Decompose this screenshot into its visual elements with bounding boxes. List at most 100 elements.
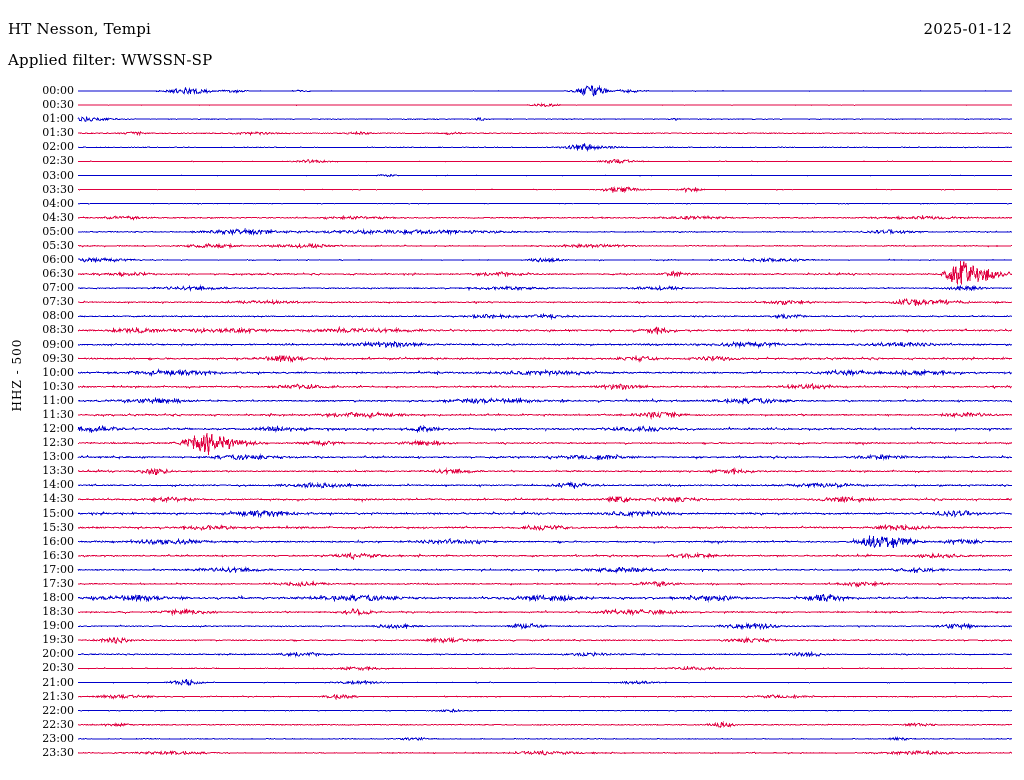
time-label: 04:00 bbox=[42, 196, 74, 210]
trace-line bbox=[77, 158, 1013, 165]
trace-canvas bbox=[77, 85, 1013, 756]
time-label: 10:00 bbox=[42, 365, 74, 379]
time-label: 05:00 bbox=[42, 224, 74, 238]
trace-line bbox=[77, 650, 1013, 658]
trace-line bbox=[77, 368, 1013, 377]
trace-line bbox=[77, 721, 1013, 729]
trace-line bbox=[77, 227, 1013, 237]
trace-line bbox=[77, 523, 1013, 532]
time-label: 14:30 bbox=[42, 492, 74, 506]
time-label: 09:00 bbox=[42, 337, 74, 351]
time-label: 09:30 bbox=[42, 351, 74, 365]
trace-line bbox=[77, 565, 1013, 574]
time-label: 01:00 bbox=[42, 112, 74, 126]
time-label: 12:30 bbox=[42, 436, 74, 450]
time-label: 22:00 bbox=[42, 703, 74, 717]
trace-line bbox=[77, 678, 1013, 687]
trace-line bbox=[77, 85, 1013, 97]
seismogram-plot bbox=[0, 80, 1024, 780]
trace-line bbox=[77, 325, 1013, 335]
trace-line bbox=[77, 340, 1013, 349]
trace-line bbox=[77, 593, 1013, 603]
trace-line bbox=[77, 256, 1013, 264]
trace-line bbox=[77, 382, 1013, 391]
time-label: 23:30 bbox=[42, 745, 74, 759]
trace-line bbox=[77, 432, 1013, 455]
time-label: 08:30 bbox=[42, 323, 74, 337]
time-axis-labels: 00:00 00:30 01:00 01:30 02:00 02:30 03:00 03:30… bbox=[0, 80, 74, 780]
time-label: 21:30 bbox=[42, 689, 74, 703]
time-label: 14:00 bbox=[42, 478, 74, 492]
trace-line bbox=[77, 242, 1013, 250]
trace-line bbox=[77, 551, 1013, 561]
time-label: 15:00 bbox=[42, 506, 74, 520]
time-label: 08:00 bbox=[42, 309, 74, 323]
trace-line bbox=[77, 424, 1013, 434]
trace-line bbox=[77, 102, 1013, 108]
trace-line bbox=[77, 115, 1013, 122]
trace-line bbox=[77, 495, 1013, 504]
time-label: 18:00 bbox=[42, 591, 74, 604]
filter-label: Applied filter: WWSSN-SP bbox=[8, 51, 213, 69]
time-label: 01:30 bbox=[42, 126, 74, 140]
time-label: 17:30 bbox=[42, 576, 74, 590]
time-label: 17:00 bbox=[42, 562, 74, 576]
time-label: 11:00 bbox=[42, 393, 74, 407]
trace-line bbox=[77, 693, 1013, 701]
time-label: 16:30 bbox=[42, 548, 74, 562]
time-label: 19:00 bbox=[42, 619, 74, 633]
time-label: 04:30 bbox=[42, 210, 74, 224]
date-label: 2025-01-12 bbox=[923, 20, 1012, 38]
time-label: 03:00 bbox=[42, 168, 74, 182]
time-label: 00:00 bbox=[42, 84, 74, 97]
time-label: 13:00 bbox=[42, 450, 74, 464]
time-label: 20:30 bbox=[42, 661, 74, 675]
time-label: 02:00 bbox=[42, 140, 74, 154]
time-label: 05:30 bbox=[42, 238, 74, 252]
trace-line bbox=[77, 202, 1013, 205]
trace-line bbox=[77, 396, 1013, 406]
trace-line bbox=[77, 636, 1013, 644]
trace-line bbox=[77, 186, 1013, 194]
time-label: 12:00 bbox=[42, 422, 74, 435]
time-label: 00:30 bbox=[42, 98, 74, 112]
time-label: 20:00 bbox=[42, 647, 74, 661]
trace-line bbox=[77, 607, 1013, 617]
trace-line bbox=[77, 312, 1013, 320]
time-label: 23:00 bbox=[42, 731, 74, 745]
time-label: 15:30 bbox=[42, 520, 74, 534]
time-label: 06:30 bbox=[42, 267, 74, 281]
time-label: 21:00 bbox=[42, 675, 74, 689]
trace-line bbox=[77, 284, 1013, 292]
trace-line bbox=[77, 622, 1013, 631]
trace-line bbox=[77, 736, 1013, 742]
page-title: HT Nesson, Tempi bbox=[8, 20, 152, 38]
trace-line bbox=[77, 297, 1013, 307]
trace-line bbox=[77, 214, 1013, 221]
trace-line bbox=[77, 509, 1013, 519]
trace-line bbox=[77, 260, 1013, 285]
time-label: 11:30 bbox=[42, 407, 74, 421]
trace-line bbox=[77, 481, 1013, 490]
trace-line bbox=[77, 411, 1013, 420]
time-label: 03:30 bbox=[42, 182, 74, 196]
trace-line bbox=[77, 665, 1013, 671]
time-label: 13:30 bbox=[42, 464, 74, 478]
time-label: 02:30 bbox=[42, 154, 74, 168]
time-label: 07:00 bbox=[42, 281, 74, 295]
time-label: 16:00 bbox=[42, 534, 74, 548]
trace-line bbox=[77, 354, 1013, 364]
time-label: 06:00 bbox=[42, 253, 74, 266]
trace-line bbox=[77, 173, 1013, 178]
time-label: 07:30 bbox=[42, 295, 74, 309]
time-label: 19:30 bbox=[42, 633, 74, 647]
time-label: 10:30 bbox=[42, 379, 74, 393]
trace-line bbox=[77, 535, 1013, 549]
trace-line bbox=[77, 749, 1013, 756]
trace-line bbox=[77, 708, 1013, 713]
trace-line bbox=[77, 467, 1013, 476]
trace-line bbox=[77, 453, 1013, 461]
time-label: 22:30 bbox=[42, 717, 74, 731]
trace-line bbox=[77, 130, 1013, 137]
